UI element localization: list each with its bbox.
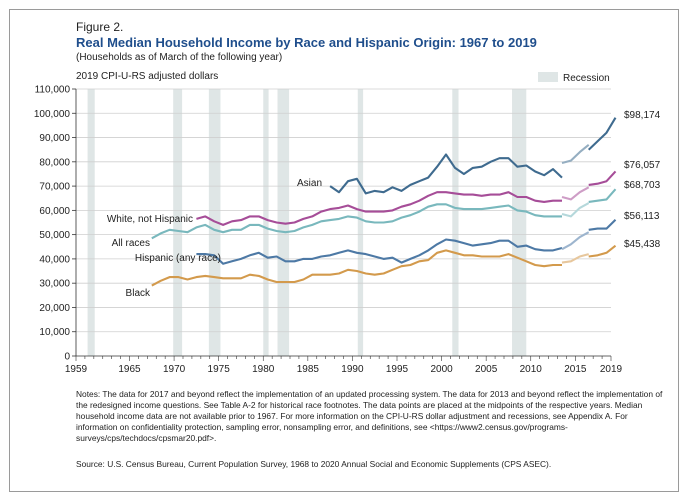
series-line: [329, 153, 563, 195]
x-tick-label: 1965: [118, 364, 141, 375]
y-tick-label: 30,000: [39, 279, 70, 290]
legend-label: Recession: [563, 73, 610, 84]
recession-band: [263, 89, 269, 356]
y-tick-label: 20,000: [39, 303, 70, 314]
series-labels: Asian White, not Hispanic All races Hispani…: [107, 110, 661, 299]
series-name-label: Black: [126, 288, 151, 299]
series-line: [561, 231, 590, 251]
series-name-label: White, not Hispanic: [107, 214, 193, 225]
final-value-label: $76,057: [624, 160, 661, 171]
figure-label: Figure 2.: [76, 20, 124, 34]
series-line: [561, 202, 590, 218]
y-tick-label: 80,000: [39, 157, 70, 168]
figure-source: Source: U.S. Census Bureau, Current Popu…: [76, 459, 552, 469]
series-name-label: Asian: [297, 178, 322, 189]
series-line: [588, 170, 617, 186]
series-line: [151, 203, 562, 240]
x-tick-label: 1959: [65, 364, 88, 375]
final-value-label: $68,703: [624, 180, 661, 191]
x-tick-label: 1970: [163, 364, 186, 375]
series-lines: [151, 117, 617, 287]
recession-band: [87, 89, 95, 356]
legend-swatch: [538, 72, 558, 82]
final-value-label: $45,438: [624, 239, 661, 250]
y-tick-label: 60,000: [39, 206, 70, 217]
series-name-label: Hispanic (any race): [135, 253, 221, 264]
recession-band: [512, 89, 527, 356]
series-line: [561, 143, 590, 165]
recession-band: [357, 89, 364, 356]
y-tick-label: 110,000: [35, 85, 71, 96]
x-tick-label: 2015: [564, 364, 587, 375]
axes: 0 10,000 20,000 30,000 40,000 50,000 60,000 70,…: [34, 71, 623, 375]
x-tick-label: 1985: [297, 364, 320, 375]
figure-title: Real Median Household Income by Race and…: [76, 35, 537, 50]
y-tick-label: 50,000: [39, 230, 70, 241]
series-line: [561, 253, 589, 264]
series-line: [196, 238, 563, 265]
y-axis-title: 2019 CPI-U-RS adjusted dollars: [76, 71, 218, 82]
x-tick-label: 2019: [600, 364, 623, 375]
series-line: [588, 244, 617, 258]
series-line: [151, 249, 562, 287]
x-tick-label: 2005: [475, 364, 498, 375]
final-value-label: $98,174: [624, 110, 661, 121]
series-line: [588, 219, 617, 231]
y-tick-label: 90,000: [39, 133, 70, 144]
y-tick-label: 0: [64, 352, 70, 363]
x-tick-label: 1990: [341, 364, 364, 375]
x-tick-label: 1995: [386, 364, 409, 375]
x-tick-label: 2000: [430, 364, 453, 375]
x-tick-label: 1980: [252, 364, 275, 375]
gridlines: [76, 88, 611, 333]
x-tick-label: 1975: [208, 364, 231, 375]
figure-subtitle: (Households as of March of the following…: [76, 52, 283, 63]
series-line: [588, 188, 617, 203]
recession-band: [452, 89, 459, 356]
y-tick-label: 10,000: [39, 327, 70, 338]
y-tick-label: 100,000: [34, 109, 71, 120]
series-line: [561, 186, 590, 201]
series-name-label: All races: [112, 238, 150, 249]
y-tick-label: 40,000: [39, 254, 70, 265]
series-line: [587, 117, 617, 151]
final-value-label: $56,113: [624, 211, 660, 222]
series-line: [196, 191, 562, 226]
recession-band: [173, 89, 183, 356]
figure-notes: Notes: The data for 2017 and beyond refl…: [76, 389, 663, 443]
y-tick-label: 70,000: [39, 182, 70, 193]
x-tick-label: 2010: [520, 364, 543, 375]
